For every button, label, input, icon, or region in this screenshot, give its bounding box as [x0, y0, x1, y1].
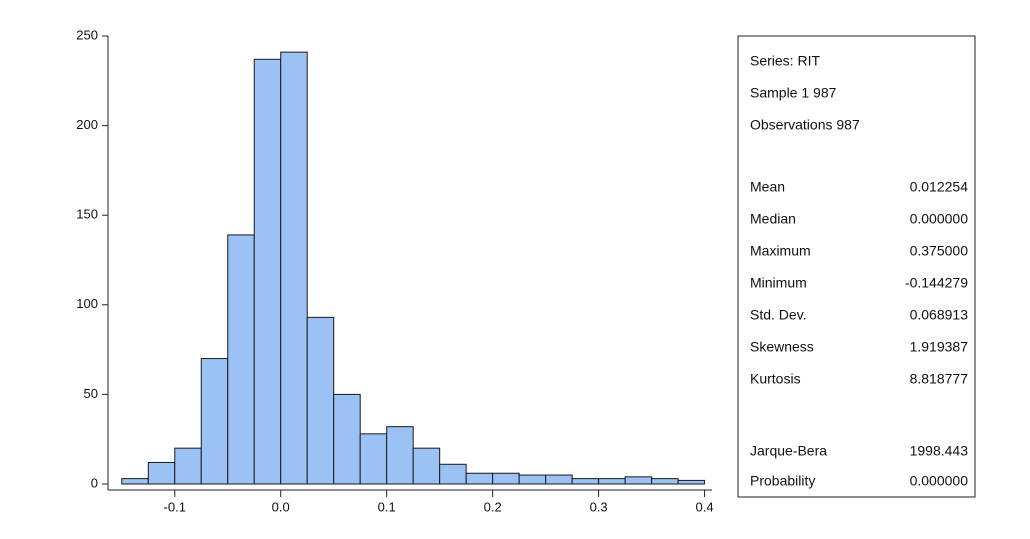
- y-tick-label: 150: [76, 207, 98, 222]
- bar: [254, 59, 280, 484]
- bar: [466, 473, 492, 484]
- bar: [493, 473, 519, 484]
- test-value: 0.000000: [910, 473, 969, 489]
- bar: [546, 475, 572, 484]
- bar: [148, 462, 174, 484]
- x-tick-label: 0.2: [484, 499, 502, 514]
- stat-value: 8.818777: [910, 371, 969, 387]
- test-value: 1998.443: [910, 443, 969, 459]
- bar: [228, 235, 254, 484]
- x-tick-label: 0.4: [696, 499, 714, 514]
- bar: [519, 475, 545, 484]
- test-label: Jarque-Bera: [750, 443, 827, 459]
- bar: [625, 477, 651, 484]
- y-tick-label: 0: [91, 475, 98, 490]
- y-tick-label: 200: [76, 117, 98, 132]
- bar: [360, 434, 386, 484]
- bar: [572, 479, 598, 484]
- bar: [678, 480, 704, 484]
- stat-value: 0.068913: [910, 307, 969, 323]
- background: [0, 0, 1030, 539]
- x-tick-label: 0.1: [378, 499, 396, 514]
- stat-value: 1.919387: [910, 339, 969, 355]
- chart: 0 50 100 150 200 250 -0.1 0.0 0.1 0.2 0.3 0.4 Series…: [0, 0, 1030, 539]
- stat-label: Kurtosis: [750, 371, 801, 387]
- bar: [440, 464, 466, 484]
- test-label: Probability: [750, 473, 815, 489]
- stats-header: Series: RIT: [750, 53, 820, 69]
- stats-header: Sample 1 987: [750, 85, 837, 101]
- bar: [122, 479, 148, 484]
- bar: [201, 359, 227, 484]
- stat-value: 0.012254: [910, 179, 969, 195]
- stat-label: Skewness: [750, 339, 814, 355]
- bar: [387, 427, 413, 484]
- bar: [334, 394, 360, 484]
- x-tick-label: 0.3: [590, 499, 608, 514]
- stat-label: Median: [750, 211, 796, 227]
- y-tick-label: 100: [76, 296, 98, 311]
- bar: [652, 479, 678, 484]
- stat-label: Std. Dev.: [750, 307, 807, 323]
- bar: [175, 448, 201, 484]
- bar: [413, 448, 439, 484]
- x-tick-label: 0.0: [272, 499, 290, 514]
- bar: [599, 479, 625, 484]
- stat-value: 0.000000: [910, 211, 969, 227]
- bar: [307, 317, 333, 484]
- x-tick-label: -0.1: [164, 499, 186, 514]
- stat-label: Maximum: [750, 243, 811, 259]
- y-tick-label: 250: [76, 27, 98, 42]
- stat-value: -0.144279: [905, 275, 968, 291]
- y-tick-label: 50: [84, 386, 98, 401]
- stat-value: 0.375000: [910, 243, 969, 259]
- stat-label: Mean: [750, 179, 785, 195]
- stats-header: Observations 987: [750, 117, 860, 133]
- bar: [281, 52, 307, 484]
- stat-label: Minimum: [750, 275, 807, 291]
